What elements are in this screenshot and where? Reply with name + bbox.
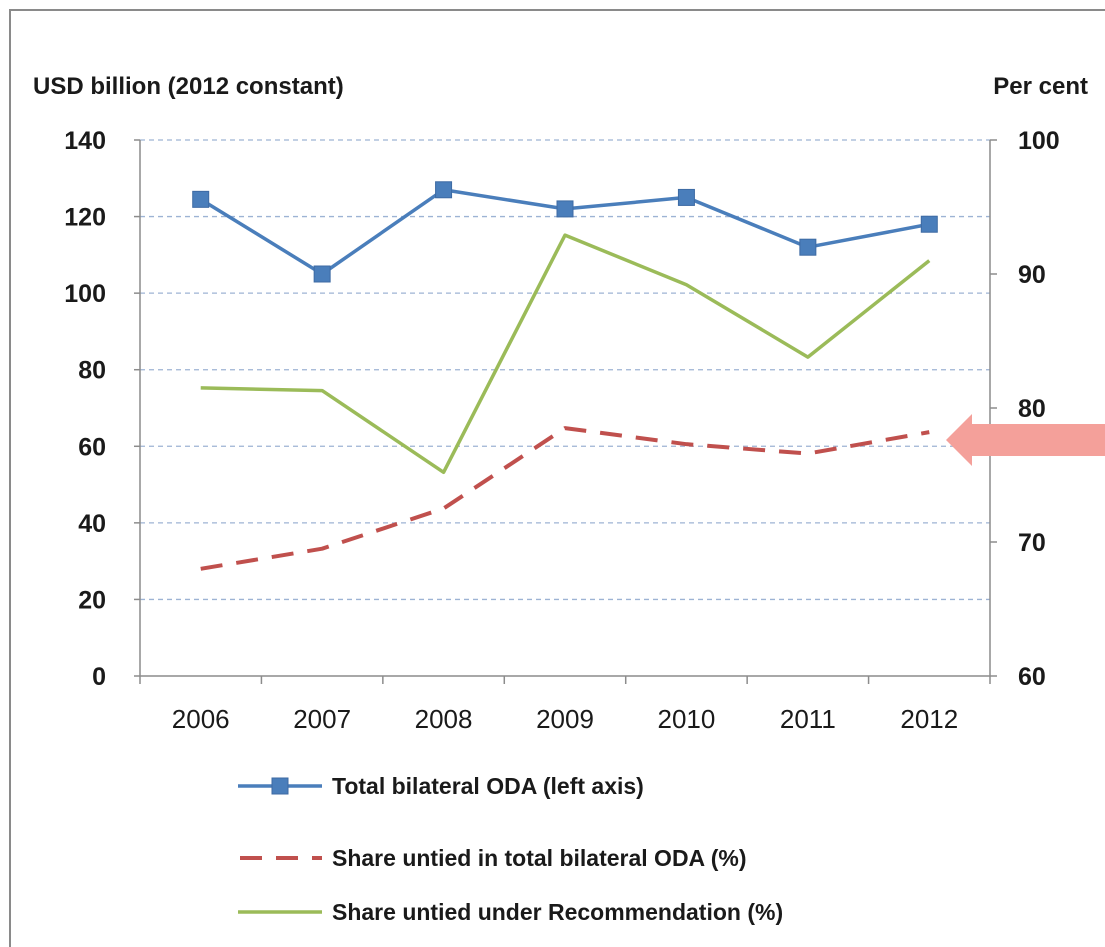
x-tick-label: 2006 <box>172 704 230 734</box>
series-point-1 <box>677 188 695 206</box>
left-axis-title: USD billion (2012 constant) <box>33 73 344 100</box>
series-markers <box>192 181 938 283</box>
legend-marker-1 <box>271 777 289 795</box>
x-tick-label: 2012 <box>900 704 958 734</box>
series-point-1 <box>799 238 817 256</box>
right-tick-label: 100 <box>1018 127 1060 155</box>
left-tick-label: 140 <box>64 127 106 155</box>
x-tick-label: 2010 <box>658 704 716 734</box>
tick-labels: 0 20 40 60 80 100 120 140 60 70 80 90 100 2006 2007 200… <box>64 127 1059 734</box>
series-line-3 <box>200 233 931 475</box>
x-tick-label: 2009 <box>536 704 594 734</box>
left-tick-label: 60 <box>78 433 106 461</box>
right-tick-label: 60 <box>1018 663 1046 691</box>
right-tick-label: 80 <box>1018 395 1046 423</box>
left-tick-label: 80 <box>78 357 106 385</box>
left-tick-label: 20 <box>78 586 106 614</box>
series-point-1 <box>313 265 331 283</box>
left-tick-label: 120 <box>64 204 106 232</box>
series-point-1 <box>192 190 210 208</box>
annotation <box>946 414 1105 466</box>
series-line-2 <box>200 426 930 571</box>
right-axis-title: Per cent <box>993 73 1088 100</box>
right-tick-label: 90 <box>1018 261 1046 289</box>
x-tick-label: 2008 <box>415 704 473 734</box>
left-tick-label: 40 <box>78 510 106 538</box>
left-tick-label: 100 <box>64 280 106 308</box>
chart-border <box>9 9 1105 947</box>
series-point-1 <box>435 181 453 199</box>
series-point-1 <box>920 215 938 233</box>
axes <box>134 139 997 684</box>
legend: Total bilateral ODA (left axis) Share unt… <box>238 773 783 925</box>
series-point-1 <box>556 200 574 218</box>
left-tick-label: 0 <box>92 663 106 691</box>
x-tick-label: 2007 <box>293 704 351 734</box>
legend-label-3: Share untied under Recommendation (%) <box>332 899 783 925</box>
right-tick-label: 70 <box>1018 529 1046 557</box>
legend-label-2: Share untied in total bilateral ODA (%) <box>332 845 746 871</box>
annotation-arrow <box>946 414 1105 466</box>
legend-label-1: Total bilateral ODA (left axis) <box>332 773 644 799</box>
x-tick-label: 2011 <box>780 704 836 734</box>
